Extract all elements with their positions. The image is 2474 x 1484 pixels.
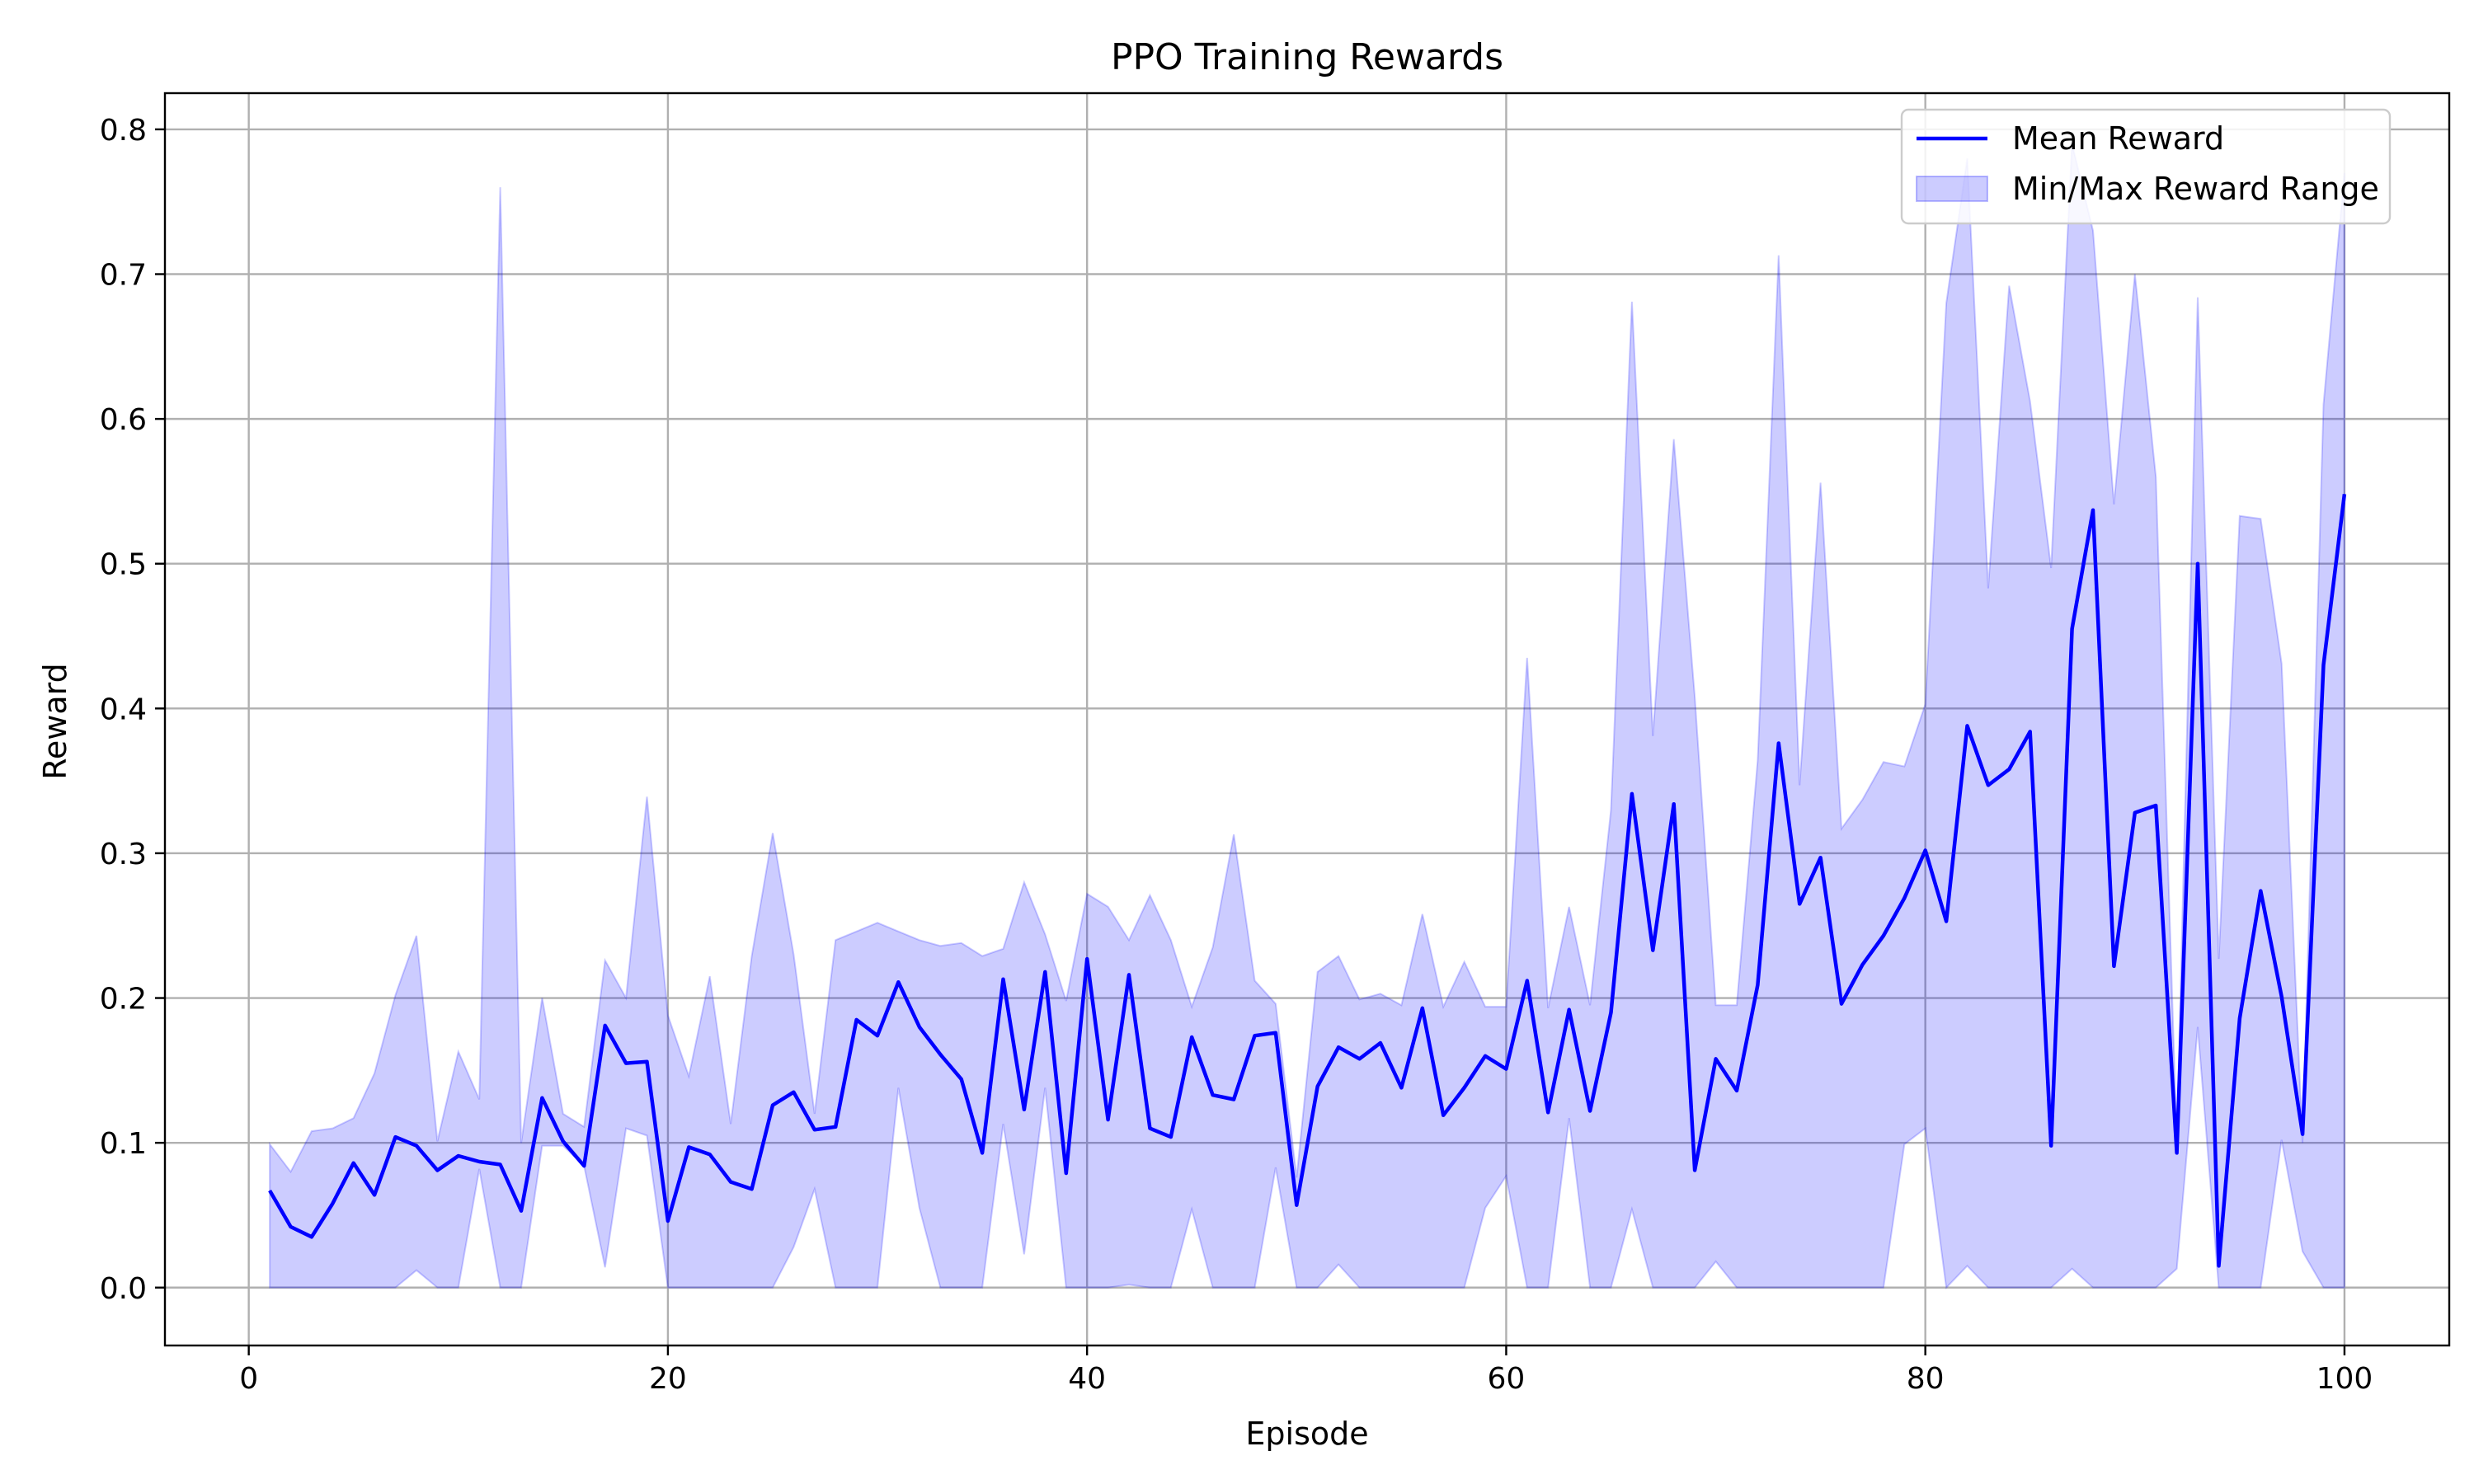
y-axis-ticks: 0.0 0.1 0.2 0.3 0.4 0.5 0.6 0.7 0.8	[100, 114, 165, 1306]
y-tick-label: 0.8	[100, 114, 147, 148]
mean-reward-point	[353, 1162, 355, 1164]
mean-reward-point	[562, 1140, 564, 1142]
mean-reward-point	[897, 981, 899, 983]
mean-reward-point	[1170, 1136, 1172, 1138]
mean-reward-point	[500, 1164, 501, 1165]
mean-reward-point	[541, 1097, 543, 1099]
mean-reward-point	[1233, 1099, 1235, 1100]
mean-reward-point	[1778, 743, 1780, 744]
mean-reward-point	[939, 1054, 941, 1055]
mean-reward-point	[1526, 980, 1528, 981]
mean-reward-point	[395, 1136, 396, 1138]
mean-reward-point	[1673, 803, 1675, 805]
mean-reward-point	[2260, 890, 2261, 892]
mean-reward-point	[814, 1129, 816, 1130]
mean-reward-point	[772, 1105, 774, 1106]
grid-lines	[165, 93, 2449, 1345]
mean-reward-point	[1128, 974, 1130, 975]
legend-band-label: Min/Max Reward Range	[2012, 171, 2379, 207]
mean-reward-point	[1903, 897, 1905, 899]
mean-reward-point	[2197, 563, 2199, 565]
legend-mean-label: Mean Reward	[2012, 120, 2224, 157]
mean-reward-point	[1422, 1007, 1423, 1009]
mean-reward-point	[458, 1155, 459, 1157]
mean-reward-point	[1820, 857, 1822, 858]
mean-reward-point	[1945, 921, 1947, 922]
min-max-band-layer	[269, 143, 2345, 1289]
mean-reward-point	[332, 1203, 333, 1205]
min-max-reward-band	[269, 143, 2345, 1289]
mean-reward-point	[1275, 1032, 1277, 1034]
y-axis-label: Reward	[37, 663, 73, 780]
mean-reward-point	[1400, 1087, 1402, 1088]
mean-reward-point	[1925, 849, 1926, 851]
y-tick-label: 0.3	[100, 838, 147, 871]
mean-reward-point	[2281, 996, 2283, 998]
mean-reward-point	[856, 1019, 858, 1021]
x-tick-label: 40	[1068, 1362, 1106, 1396]
mean-reward-point	[520, 1210, 522, 1212]
mean-reward-point	[1736, 1090, 1738, 1092]
x-tick-label: 80	[1907, 1362, 1945, 1396]
mean-line-layer	[268, 494, 2347, 1268]
mean-reward-point	[2134, 812, 2136, 814]
x-tick-label: 0	[239, 1362, 258, 1396]
mean-points-layer	[269, 493, 2345, 1266]
mean-reward-point	[1317, 1086, 1319, 1087]
mean-reward-point	[1484, 1055, 1486, 1057]
mean-reward-point	[1086, 958, 1088, 960]
y-tick-label: 0.7	[100, 259, 147, 293]
mean-reward-point	[436, 1170, 438, 1171]
mean-reward-point	[1023, 1109, 1025, 1111]
mean-reward-point	[835, 1126, 836, 1128]
mean-reward-point	[1757, 984, 1758, 986]
mean-reward-point	[1841, 1003, 1842, 1005]
y-tick-label: 0.6	[100, 403, 147, 437]
mean-reward-point	[1044, 971, 1046, 973]
mean-reward-line	[268, 494, 2347, 1268]
mean-reward-point	[1212, 1094, 1214, 1096]
mean-reward-point	[2155, 805, 2157, 806]
mean-reward-point	[2008, 768, 2010, 770]
mean-reward-point	[583, 1165, 585, 1167]
x-axis-ticks: 0 20 40 60 80 100	[239, 1345, 2373, 1396]
y-tick-label: 0.1	[100, 1127, 147, 1161]
mean-reward-point	[667, 1220, 669, 1222]
mean-reward-point	[2344, 493, 2345, 495]
mean-reward-point	[961, 1078, 962, 1080]
mean-reward-point	[709, 1153, 711, 1155]
mean-reward-point	[2239, 1017, 2241, 1019]
mean-reward-point	[1065, 1172, 1067, 1174]
mean-reward-point	[1987, 784, 1989, 786]
mean-reward-point	[416, 1145, 417, 1147]
legend-band-swatch	[1916, 176, 1988, 202]
mean-reward-point	[625, 1063, 627, 1064]
mean-reward-point	[1631, 793, 1633, 795]
mean-reward-point	[604, 1025, 606, 1026]
legend-box	[1900, 108, 2392, 225]
x-axis-label: Episode	[1245, 1416, 1368, 1452]
mean-reward-point	[919, 1026, 920, 1028]
y-tick-label: 0.5	[100, 548, 147, 582]
chart-title: PPO Training Rewards	[1111, 36, 1503, 78]
mean-reward-point	[1464, 1087, 1465, 1088]
mean-reward-point	[751, 1188, 753, 1190]
mean-reward-point	[1505, 1068, 1507, 1070]
x-tick-label: 60	[1488, 1362, 1526, 1396]
mean-reward-point	[1338, 1046, 1339, 1048]
mean-reward-point	[1694, 1170, 1696, 1171]
plot-frame	[163, 92, 2451, 1347]
y-tick-label: 0.2	[100, 983, 147, 1017]
mean-reward-point	[1547, 1111, 1549, 1113]
mean-reward-point	[1883, 935, 1884, 937]
mean-reward-point	[2050, 1145, 2052, 1147]
mean-reward-point	[290, 1226, 291, 1228]
y-tick-label: 0.0	[100, 1272, 147, 1306]
x-tick-label: 20	[649, 1362, 687, 1396]
x-tick-label: 100	[2316, 1362, 2373, 1396]
legend: Mean Reward Min/Max Reward Range	[1900, 108, 2392, 225]
y-tick-label: 0.4	[100, 693, 147, 726]
